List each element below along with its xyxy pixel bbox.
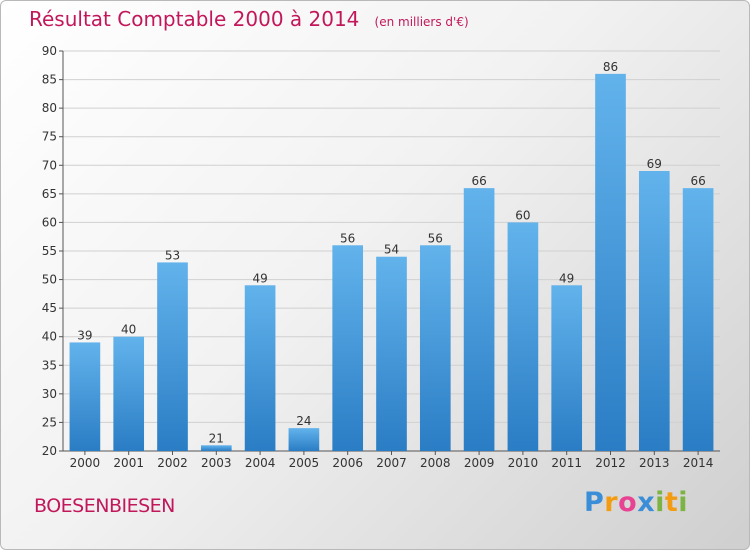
bar (376, 256, 407, 451)
y-tick-label: 50 (42, 273, 57, 287)
logo-letter: i (655, 487, 665, 518)
bar-value-label: 21 (209, 431, 224, 445)
y-tick-label: 25 (42, 415, 57, 429)
y-tick-label: 30 (42, 387, 57, 401)
bar (638, 171, 670, 451)
bar-value-label: 24 (296, 414, 311, 428)
x-tick-label: 2012 (595, 456, 626, 470)
bar-value-label: 66 (690, 174, 705, 188)
bar-value-label: 40 (121, 323, 136, 337)
x-tick-label: 2007 (376, 456, 407, 470)
x-tick-label: 2008 (420, 456, 451, 470)
y-tick-label: 65 (42, 187, 57, 201)
bar (507, 222, 539, 451)
chart-title-block: Résultat Comptable 2000 à 2014 (en milli… (29, 7, 469, 31)
y-tick-label: 90 (42, 44, 57, 58)
bar-value-label: 56 (340, 231, 355, 245)
bar (288, 428, 320, 451)
bar (244, 285, 276, 451)
y-tick-label: 55 (42, 244, 57, 258)
bar (113, 336, 145, 451)
logo-letter: o (618, 487, 638, 518)
bar-value-label: 49 (559, 271, 574, 285)
x-tick-label: 2010 (508, 456, 539, 470)
commune-name: BOESENBIESEN (34, 495, 175, 517)
y-tick-label: 70 (42, 158, 57, 172)
x-tick-label: 2001 (113, 456, 144, 470)
bar-value-label: 54 (384, 243, 399, 257)
bar-value-label: 56 (428, 231, 443, 245)
bar (157, 262, 188, 451)
bar-value-label: 66 (471, 174, 486, 188)
logo-letter: i (678, 487, 689, 518)
bar (332, 245, 364, 451)
bar-layer: 39 40 53 21 49 24 56 54 56 66 60 49 86 69 66 (69, 60, 714, 451)
bar (463, 188, 495, 451)
chart-title: Résultat Comptable 2000 à 2014 (29, 7, 360, 31)
bar-value-label: 86 (603, 60, 618, 74)
x-tick-label: 2006 (332, 456, 363, 470)
bar-value-label: 69 (647, 157, 662, 171)
bar (682, 188, 714, 451)
chart-unit: (en milliers d'€) (374, 15, 469, 29)
y-tick-label: 40 (42, 330, 57, 344)
bar-value-label: 60 (515, 208, 530, 222)
y-tick-label: 60 (42, 215, 57, 229)
bar (200, 445, 232, 451)
x-tick-label: 2000 (70, 456, 101, 470)
x-tick-label: 2002 (157, 456, 188, 470)
bar (419, 245, 451, 451)
x-tick-label: 2005 (289, 456, 320, 470)
logo-letter: P (584, 487, 605, 518)
x-tick-label: 2011 (551, 456, 582, 470)
x-tick-label: 2009 (464, 456, 495, 470)
bar-value-label: 39 (77, 328, 92, 342)
bar-value-label: 49 (252, 271, 267, 285)
y-tick-label: 75 (42, 130, 57, 144)
y-tick-label: 45 (42, 301, 57, 315)
x-tick-label: 2014 (683, 456, 714, 470)
y-tick-label: 85 (42, 73, 57, 87)
y-tick-label: 80 (42, 101, 57, 115)
bar-value-label: 53 (165, 248, 180, 262)
y-tick-label: 20 (42, 444, 57, 458)
x-tick-label: 2003 (201, 456, 232, 470)
x-tick-label: 2004 (245, 456, 276, 470)
bar (69, 342, 101, 451)
logo-letter: r (604, 487, 619, 518)
bar (595, 73, 626, 451)
x-tick-label: 2013 (639, 456, 670, 470)
proxiti-logo: Proxiti (584, 487, 688, 518)
y-tick-label: 35 (42, 358, 57, 372)
logo-letter: x (637, 487, 656, 518)
logo-letter: t (664, 487, 679, 518)
bar (551, 285, 583, 451)
